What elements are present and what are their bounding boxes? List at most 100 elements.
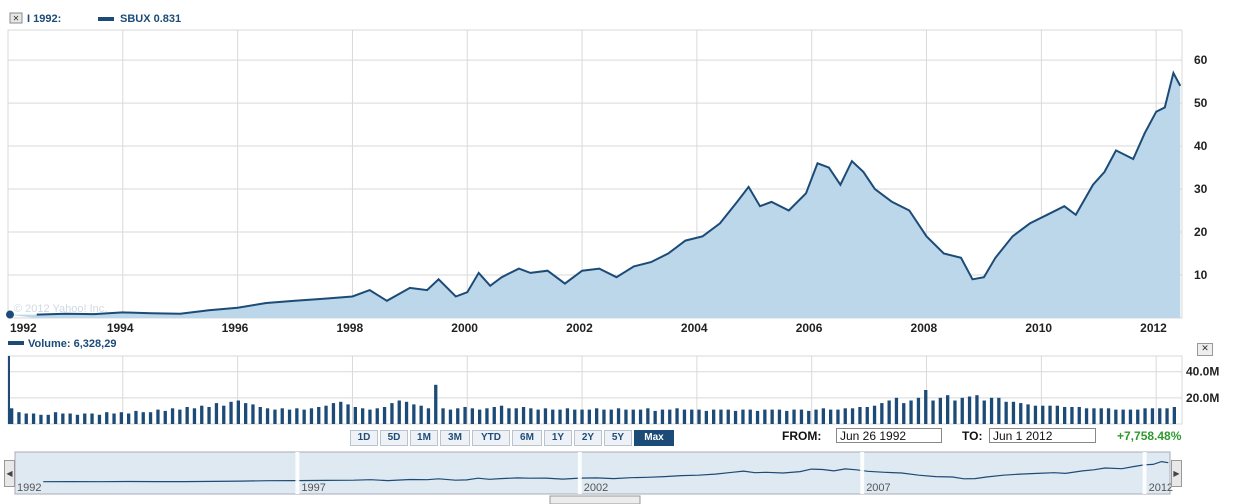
volume-chart: 20.0M 40.0M	[7, 355, 1219, 425]
scroll-right-arrow[interactable]: ▶	[1171, 460, 1182, 487]
volume-bar	[24, 413, 28, 424]
navigator-divider	[1142, 452, 1147, 494]
to-date-input[interactable]: Jun 1 2012	[989, 428, 1096, 443]
volume-bar	[361, 408, 365, 424]
volume-bar	[682, 409, 687, 424]
volume-bar	[1143, 408, 1147, 424]
volume-bar	[595, 408, 599, 424]
range-button-5y[interactable]: 5Y	[604, 430, 632, 446]
volume-bar	[799, 409, 804, 424]
navigator-scroll-handle[interactable]	[549, 495, 641, 504]
x-tick-label: 2012	[1140, 321, 1167, 335]
volume-bar	[814, 409, 818, 424]
y-tick-label: 50	[1194, 96, 1208, 110]
volume-bar	[624, 409, 628, 424]
volume-bar	[1099, 408, 1103, 424]
volume-bar	[733, 410, 738, 424]
volume-bar	[134, 410, 138, 424]
volume-bar	[1033, 405, 1038, 424]
volume-bar	[1172, 407, 1176, 424]
volume-bar	[68, 413, 72, 424]
volume-bar	[507, 408, 511, 424]
range-button-1y[interactable]: 1Y	[544, 430, 572, 446]
volume-bar	[726, 409, 730, 424]
volume-bar	[1004, 401, 1008, 424]
volume-bar	[529, 408, 533, 424]
volume-bar	[1136, 409, 1140, 424]
volume-bar	[1158, 408, 1162, 424]
range-button-ytd[interactable]: YTD	[472, 430, 510, 446]
close-compare-icon[interactable]	[9, 12, 23, 24]
volume-bar	[419, 405, 423, 424]
volume-bar	[792, 409, 796, 424]
volume-bar	[375, 408, 379, 424]
volume-bar	[83, 413, 87, 424]
from-date-input[interactable]: Jun 26 1992	[836, 428, 942, 443]
y-tick-label: 60	[1194, 53, 1208, 67]
volume-bar	[1055, 405, 1059, 424]
range-button-3m[interactable]: 3M	[440, 430, 470, 446]
volume-bar	[755, 410, 760, 424]
volume-bar	[258, 407, 262, 424]
volume-bar	[872, 405, 877, 424]
navigator-year-label: 1992	[17, 482, 41, 494]
close-volume-icon[interactable]: ✕	[1197, 343, 1213, 356]
range-button-1d[interactable]: 1D	[350, 430, 378, 446]
volume-bar	[850, 408, 855, 424]
volume-bar	[119, 412, 123, 424]
volume-bar	[865, 407, 869, 424]
volume-bar	[470, 408, 474, 424]
volume-bar	[10, 408, 14, 424]
volume-bar	[807, 410, 811, 424]
volume-bar	[690, 409, 694, 424]
volume-bar	[273, 409, 277, 424]
volume-bar	[916, 397, 921, 424]
volume-bar	[53, 412, 58, 424]
volume-bar	[536, 409, 540, 424]
scroll-left-arrow[interactable]: ◀	[4, 460, 15, 487]
navigator-divider	[295, 452, 300, 494]
volume-bar	[551, 409, 555, 424]
volume-bar	[1019, 403, 1023, 424]
volume-bar	[317, 407, 321, 424]
volume-bar	[31, 413, 36, 424]
range-button-1m[interactable]: 1M	[410, 430, 438, 446]
volume-bar	[309, 408, 314, 424]
volume-bar	[1063, 407, 1067, 424]
volume-bar	[112, 413, 116, 424]
volume-bar	[441, 408, 445, 424]
volume-bar	[404, 401, 409, 424]
volume-bar	[1121, 409, 1125, 424]
volume-bar	[353, 407, 357, 424]
volume-bar	[251, 404, 255, 424]
range-button-5d[interactable]: 5D	[380, 430, 408, 446]
volume-bar	[236, 400, 240, 424]
range-button-2y[interactable]: 2Y	[574, 430, 602, 446]
volume-bar	[675, 408, 679, 424]
volume-bar	[763, 409, 767, 424]
x-tick-label: 2004	[681, 321, 708, 335]
volume-bar	[580, 409, 584, 424]
volume-bar	[8, 356, 10, 424]
range-button-6m[interactable]: 6M	[512, 430, 542, 446]
volume-bar	[719, 409, 723, 424]
navigator[interactable]: 1992 1997 2002 2007 2012	[14, 451, 1173, 504]
volume-bar	[909, 400, 913, 424]
volume-bar	[397, 400, 401, 424]
volume-bar	[280, 408, 284, 424]
navigator-track	[14, 451, 1171, 495]
volume-bar	[426, 408, 431, 424]
volume-bar	[1084, 408, 1089, 424]
volume-bar	[748, 409, 752, 424]
volume-y-tick-label: 20.0M	[1186, 391, 1219, 405]
volume-bar	[97, 414, 102, 424]
volume-bar	[105, 412, 109, 424]
range-button-max[interactable]: Max	[634, 430, 674, 446]
volume-bar	[975, 395, 979, 424]
volume-bar	[843, 408, 847, 424]
volume-bar	[543, 408, 548, 424]
volume-bar	[514, 408, 518, 424]
volume-bar	[836, 409, 840, 424]
volume-bar	[265, 408, 270, 424]
